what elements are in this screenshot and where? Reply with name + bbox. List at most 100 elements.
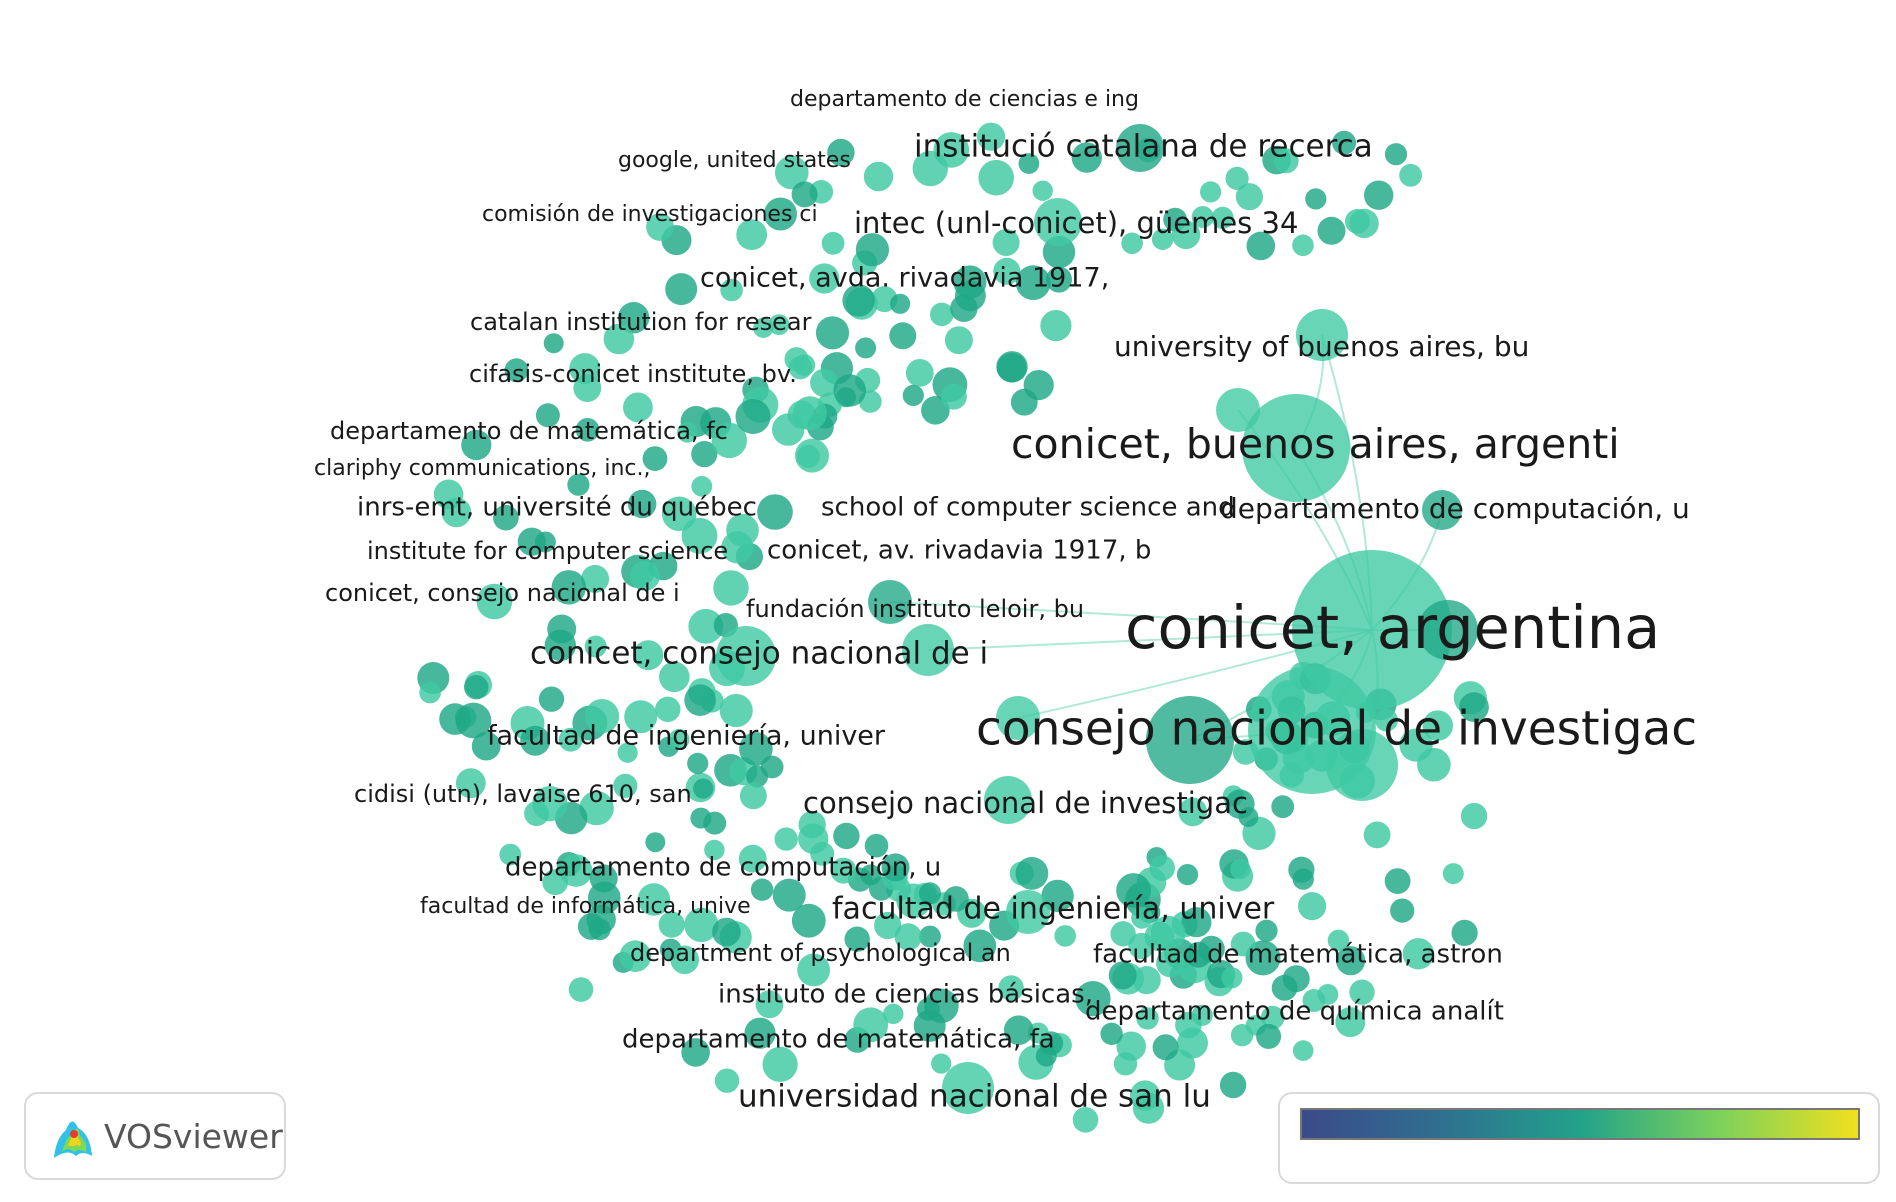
network-node[interactable] — [558, 727, 583, 752]
node-label[interactable]: facultad de informática, unive — [420, 894, 751, 919]
network-node[interactable] — [1317, 984, 1339, 1005]
network-node[interactable] — [844, 926, 870, 952]
network-node[interactable] — [535, 403, 560, 428]
network-node[interactable] — [1282, 965, 1310, 993]
network-node[interactable] — [1131, 907, 1153, 929]
network-node[interactable] — [711, 422, 747, 459]
network-node[interactable] — [1219, 1071, 1247, 1099]
network-node[interactable] — [714, 1068, 740, 1093]
network-node[interactable] — [1260, 1005, 1285, 1030]
network-node[interactable] — [894, 923, 922, 951]
node-label[interactable]: departamento de química analít — [1085, 997, 1504, 1027]
network-node[interactable] — [1230, 931, 1256, 957]
network-node[interactable] — [940, 383, 967, 410]
network-node[interactable] — [1071, 142, 1103, 173]
node-label[interactable]: instituto de ciencias básicas, — [718, 980, 1093, 1010]
network-node[interactable] — [1211, 206, 1234, 229]
network-node[interactable] — [755, 990, 784, 1019]
network-node[interactable] — [993, 257, 1021, 285]
network-node[interactable] — [1221, 967, 1243, 989]
network-node[interactable] — [1451, 919, 1478, 947]
network-node[interactable] — [684, 684, 716, 716]
node-label[interactable]: clariphy communications, inc., — [314, 456, 651, 481]
network-node[interactable] — [1460, 802, 1488, 830]
network-node[interactable] — [1132, 966, 1161, 995]
network-node[interactable] — [668, 728, 690, 750]
network-node[interactable] — [943, 886, 969, 912]
node-label[interactable]: conicet, consejo nacional de i — [325, 579, 680, 607]
network-node[interactable] — [658, 911, 685, 938]
network-node[interactable] — [504, 358, 529, 383]
network-node[interactable] — [881, 853, 910, 882]
network-node[interactable] — [1225, 166, 1249, 190]
node-label[interactable]: intec (unl-conicet), güemes 34 — [854, 206, 1298, 240]
network-node[interactable] — [736, 219, 768, 251]
network-node[interactable] — [575, 418, 600, 442]
network-node[interactable] — [455, 702, 492, 739]
network-node[interactable] — [1003, 1015, 1034, 1045]
network-node[interactable] — [1128, 932, 1155, 960]
network-node[interactable] — [677, 422, 698, 443]
network-node[interactable] — [992, 229, 1020, 256]
network-node[interactable] — [493, 504, 519, 531]
node-label[interactable]: departamento de matemática, fa — [622, 1025, 1055, 1055]
network-node[interactable] — [788, 355, 813, 380]
network-node[interactable] — [1108, 961, 1137, 990]
network-node[interactable] — [517, 527, 546, 556]
network-node[interactable] — [720, 278, 743, 302]
network-node[interactable] — [1181, 907, 1212, 938]
network-node[interactable] — [628, 489, 657, 519]
network-node[interactable] — [791, 903, 826, 938]
node-label[interactable]: cidisi (utn), lavaise 610, san — [354, 780, 692, 808]
network-node[interactable] — [753, 317, 774, 338]
network-node[interactable] — [419, 681, 441, 704]
network-node[interactable] — [471, 731, 501, 761]
network-node[interactable] — [1399, 728, 1433, 762]
network-node[interactable] — [589, 864, 618, 893]
network-node[interactable] — [532, 786, 568, 822]
network-node[interactable] — [1006, 890, 1050, 934]
network-node[interactable] — [942, 1062, 994, 1114]
network-node[interactable] — [921, 396, 950, 425]
node-label[interactable]: universidad nacional de san lu — [738, 1079, 1211, 1115]
network-node[interactable] — [810, 368, 839, 397]
network-node[interactable] — [579, 790, 614, 826]
network-node[interactable] — [1171, 220, 1201, 250]
network-node[interactable] — [868, 580, 912, 624]
network-node[interactable] — [646, 213, 674, 241]
network-node[interactable] — [739, 782, 767, 810]
network-node[interactable] — [1326, 729, 1398, 801]
network-node[interactable] — [633, 640, 664, 671]
network-node[interactable] — [1418, 600, 1478, 660]
network-node[interactable] — [883, 1003, 904, 1024]
network-node[interactable] — [842, 284, 875, 317]
network-node[interactable] — [690, 807, 712, 829]
network-node[interactable] — [520, 725, 551, 756]
network-node[interactable] — [760, 755, 784, 779]
network-node[interactable] — [1288, 856, 1315, 883]
network-node[interactable] — [1402, 938, 1435, 970]
network-node[interactable] — [1054, 925, 1076, 947]
node-label[interactable]: conicet, consejo nacional de i — [530, 636, 988, 672]
network-node[interactable] — [603, 323, 635, 355]
network-node[interactable] — [1332, 130, 1357, 155]
network-node[interactable] — [744, 1017, 776, 1049]
network-node[interactable] — [1178, 797, 1208, 827]
node-label[interactable]: school of computer science and — [821, 493, 1235, 523]
network-node[interactable] — [1246, 231, 1276, 261]
network-node[interactable] — [691, 475, 713, 497]
network-node[interactable] — [833, 822, 860, 850]
network-node[interactable] — [905, 359, 934, 387]
node-label[interactable]: department of psychological an — [630, 939, 1011, 967]
network-node[interactable] — [916, 997, 940, 1021]
network-node[interactable] — [655, 696, 681, 722]
network-node[interactable] — [719, 693, 753, 728]
node-label[interactable]: conicet, buenos aires, argenti — [1011, 420, 1620, 468]
network-node[interactable] — [950, 294, 978, 322]
node-label[interactable]: departamento de computación, u — [1220, 492, 1690, 525]
node-label[interactable]: conicet, argentina — [1125, 593, 1660, 662]
network-node[interactable] — [1384, 868, 1411, 894]
network-node[interactable] — [1116, 873, 1151, 908]
network-node[interactable] — [984, 776, 1032, 824]
network-node[interactable] — [543, 333, 564, 354]
